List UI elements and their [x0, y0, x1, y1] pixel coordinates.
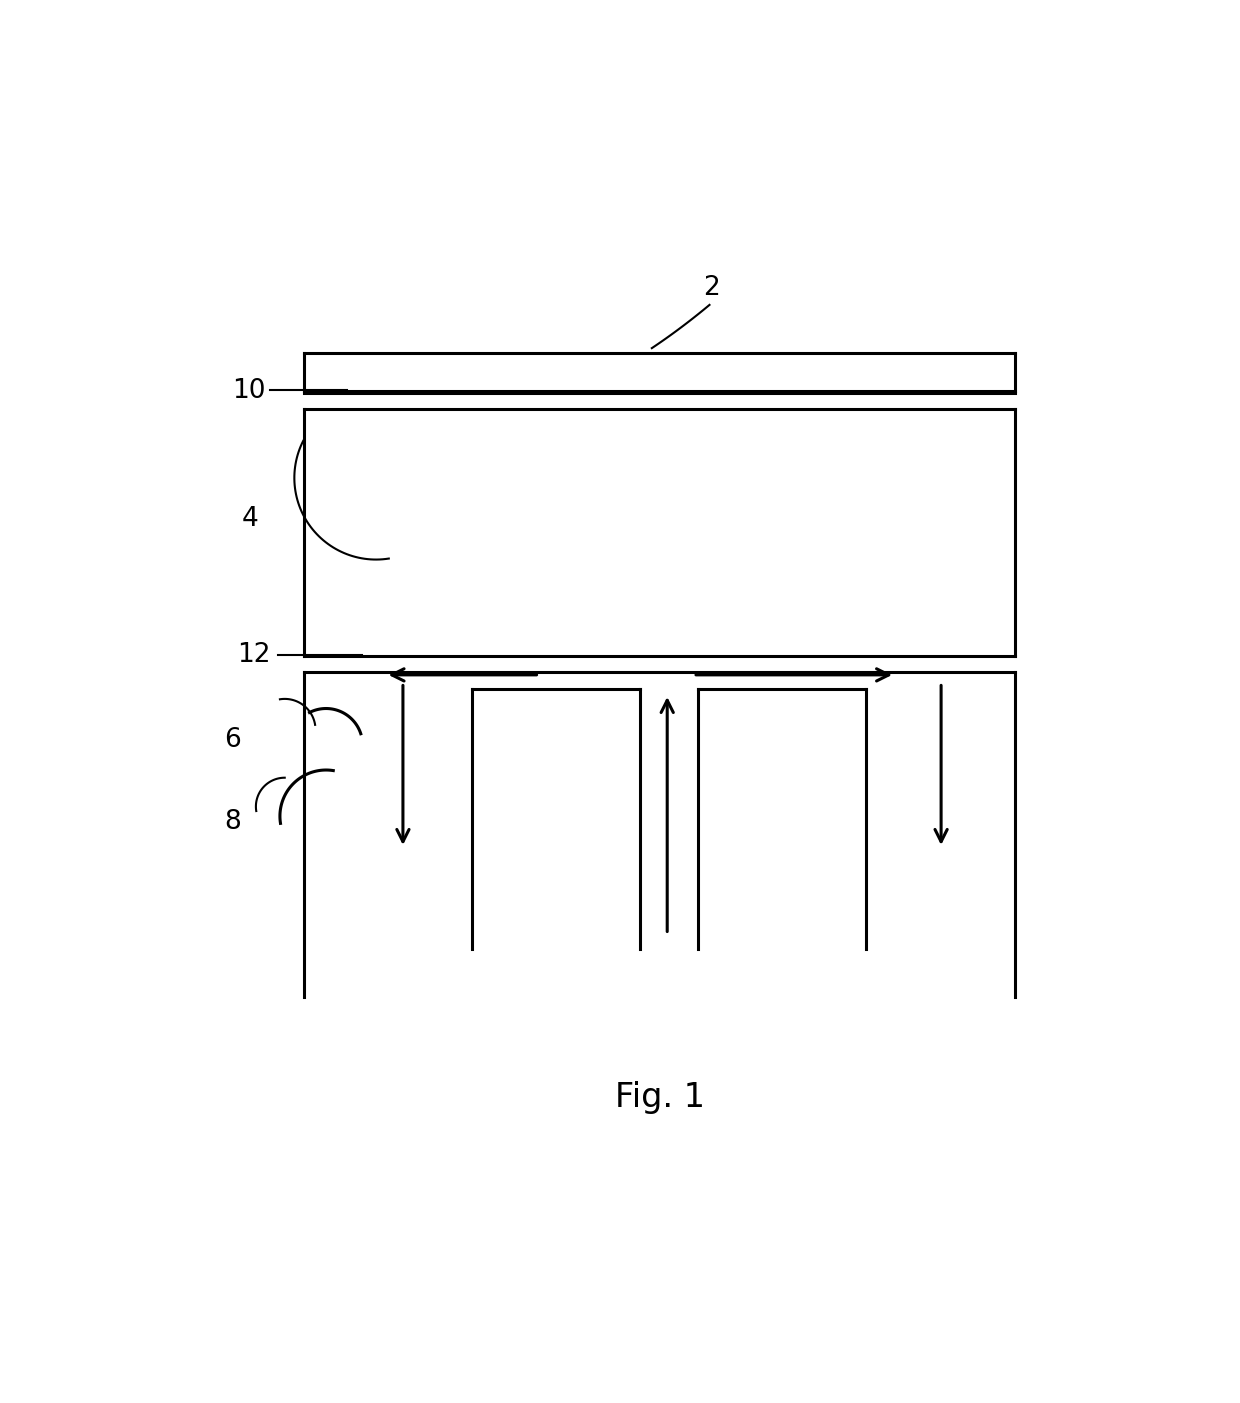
Text: 2: 2 [703, 275, 719, 302]
Text: 4: 4 [242, 506, 258, 532]
Text: 8: 8 [224, 808, 241, 835]
Text: Fig. 1: Fig. 1 [615, 1082, 704, 1114]
Text: 6: 6 [224, 727, 241, 753]
Text: 12: 12 [237, 643, 270, 668]
Text: 10: 10 [232, 379, 265, 404]
